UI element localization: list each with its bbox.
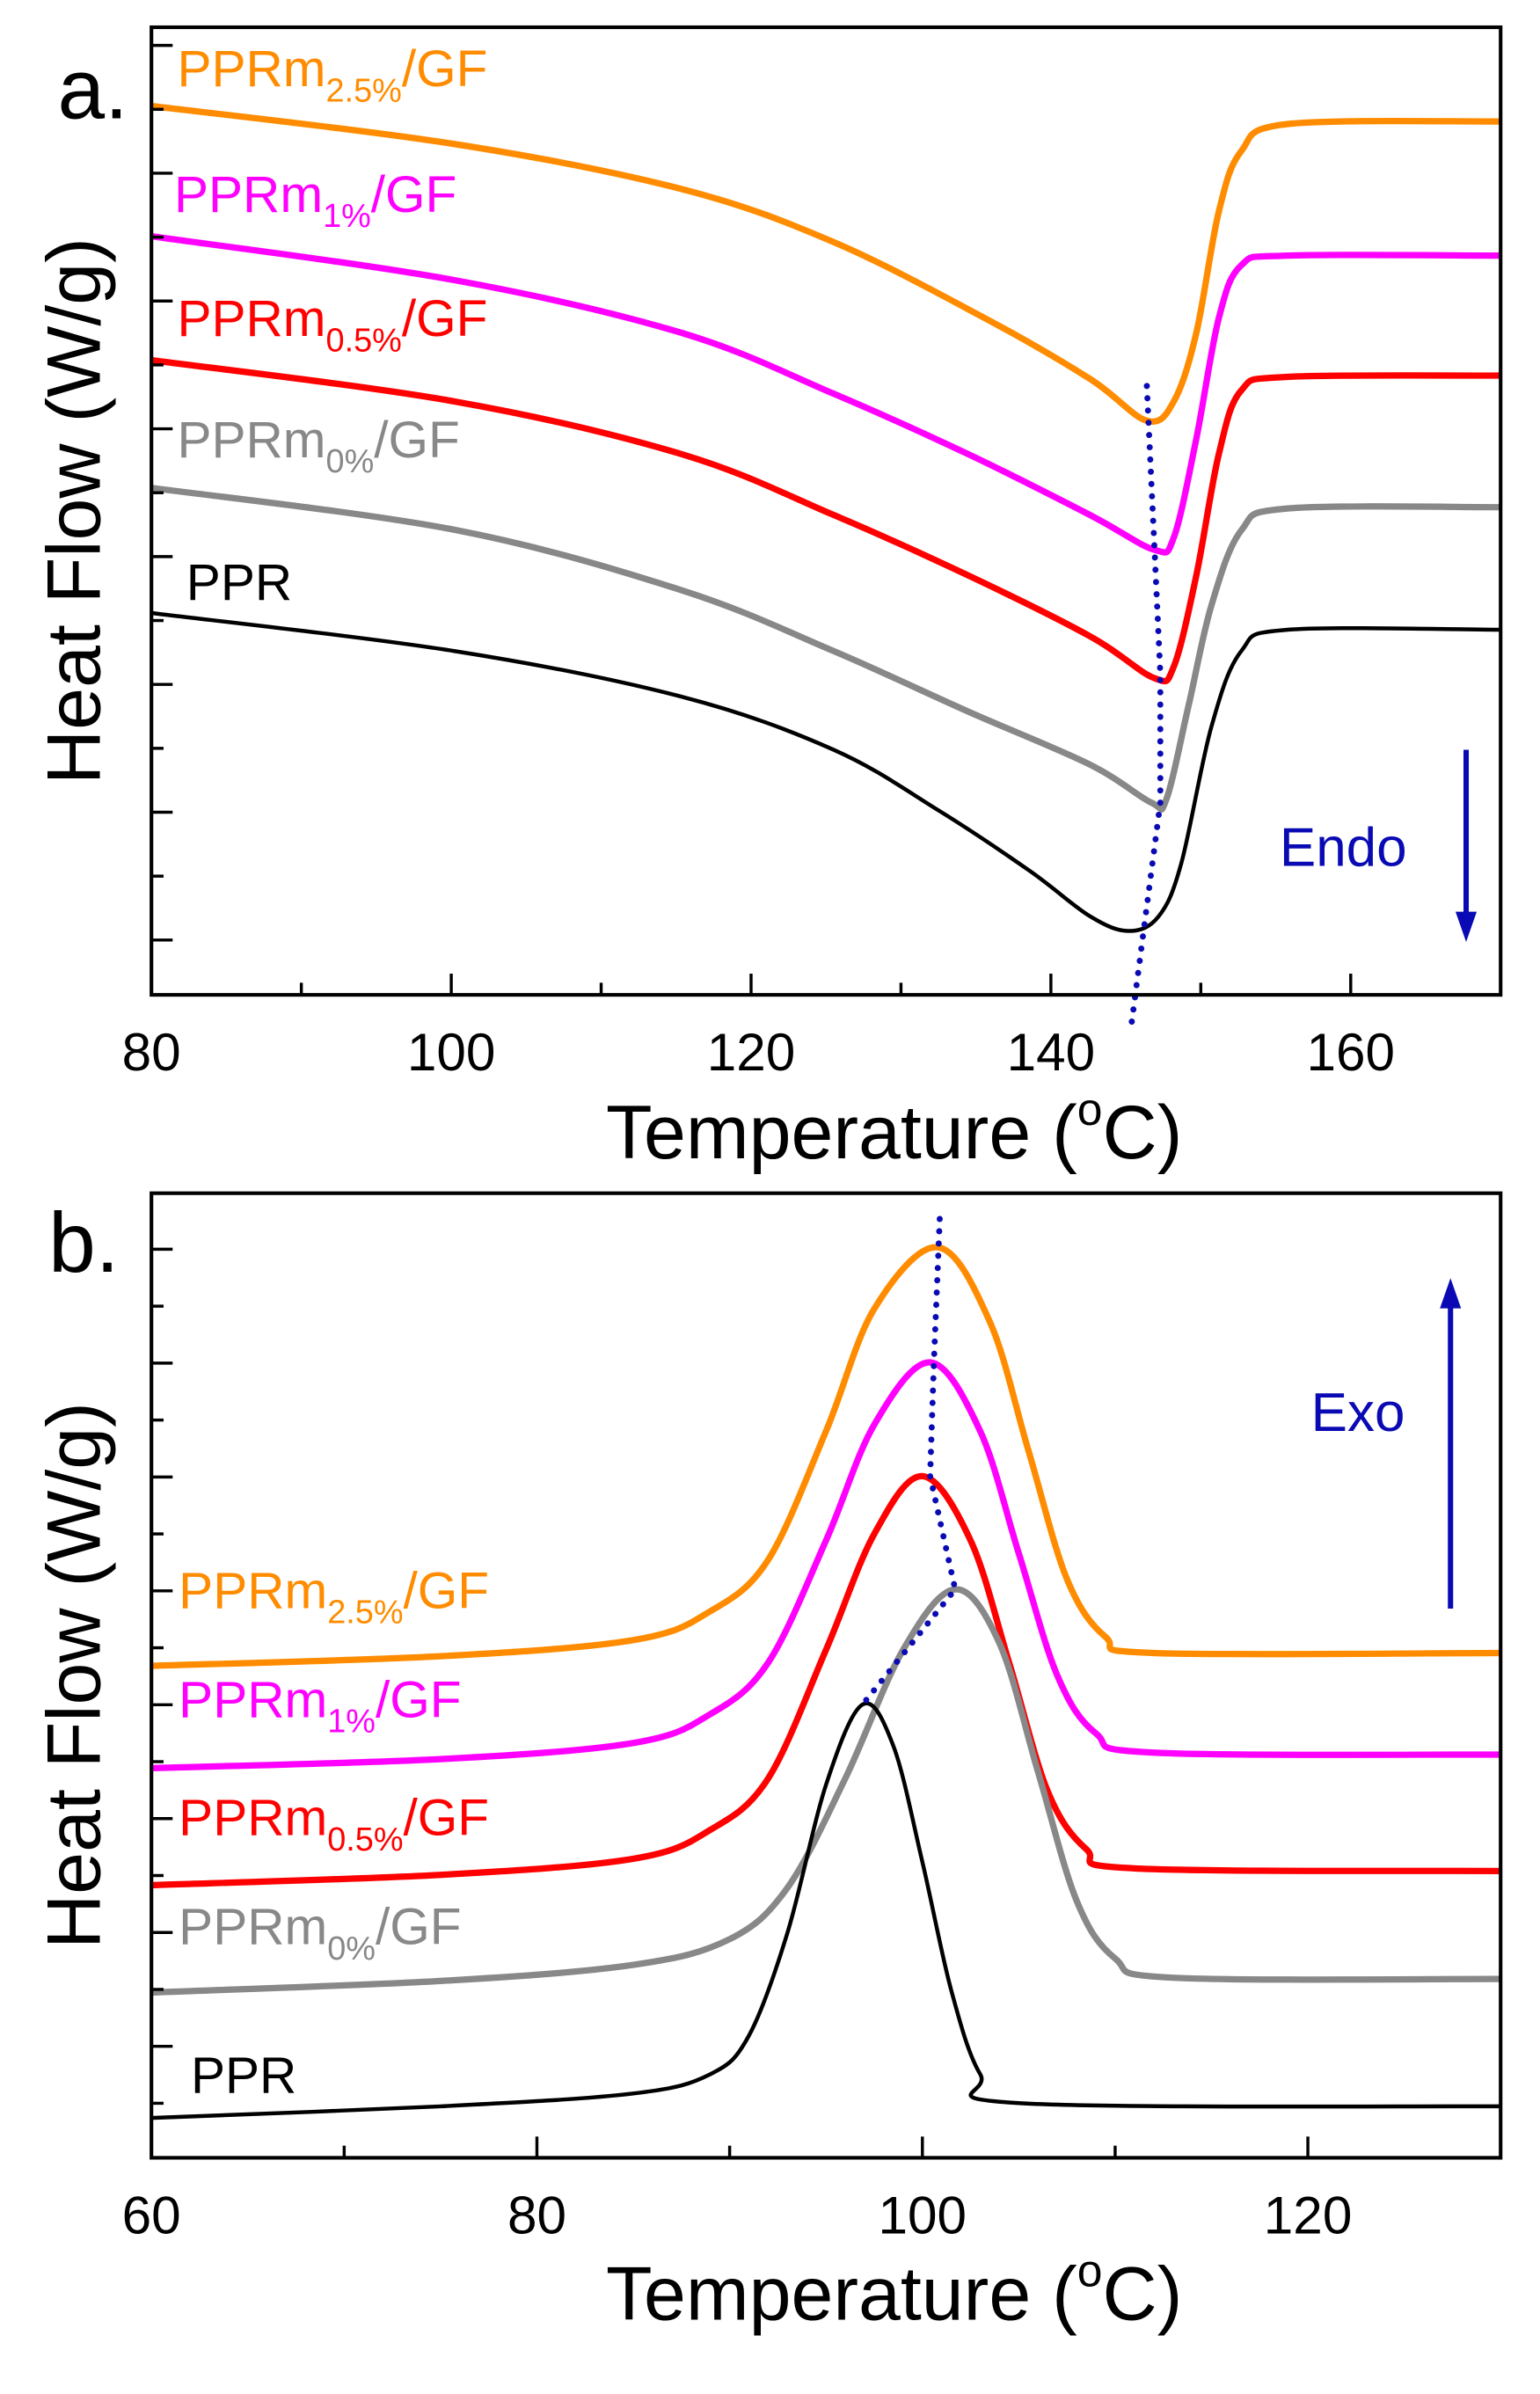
series-line (151, 233, 1501, 556)
series-label-base: PPRm (179, 1671, 327, 1728)
series-label-base: PPR (186, 554, 292, 611)
x-tick-label: 100 (407, 1022, 496, 1082)
series-label: PPRm0.5%/GF (179, 1790, 489, 1858)
series-line (151, 1359, 1501, 1771)
series-label-suffix: /GF (402, 290, 488, 347)
plot-frame (150, 25, 1503, 997)
series-label: PPR (186, 554, 292, 611)
series-label: PPRm2.5%/GF (179, 1562, 489, 1631)
x-axis-title: Temperature (oC) (606, 1084, 1182, 1175)
series-label: PPRm1%/GF (179, 1671, 461, 1740)
series-label: PPRm0%/GF (177, 412, 459, 480)
arrow-head-icon (1440, 1278, 1462, 1309)
x-tick-label: 80 (122, 1022, 181, 1082)
series-label-subscript: 0% (326, 443, 375, 480)
x-tick-label: 100 (879, 2186, 967, 2245)
series-label-base: PPRm (174, 166, 323, 223)
x-axis-title: Temperature (oC) (606, 2245, 1182, 2337)
series-label-suffix: /GF (374, 412, 460, 469)
series-label-suffix: /GF (404, 1562, 490, 1619)
series-label-suffix: /GF (376, 1671, 462, 1728)
x-tick-label: 60 (122, 2186, 181, 2245)
series-label-subscript: 1% (327, 1704, 376, 1741)
series-label-subscript: 1% (323, 198, 371, 235)
series-label-suffix: /GF (376, 1899, 462, 1956)
x-axis-title-unit: C) (1103, 1091, 1183, 1175)
x-axis-title-main: Temperature ( (606, 2252, 1077, 2337)
series-line (151, 1244, 1501, 1669)
x-tick-label: 120 (1264, 2186, 1353, 2245)
plot-frame (150, 1191, 1503, 2160)
peak-guide-dotted-line (1127, 383, 1164, 1036)
x-axis-title-unit: C) (1103, 2252, 1183, 2337)
series-label-subscript: 2.5% (326, 72, 402, 109)
x-tick-label: 120 (707, 1022, 796, 1082)
series-label-base: PPRm (177, 40, 325, 98)
series-label-subscript: 0.5% (327, 1821, 403, 1858)
series-label-base: PPR (191, 2047, 296, 2104)
series-label-base: PPRm (177, 412, 325, 469)
panel-letter: b. (48, 1196, 119, 1290)
chart-panel-a: PPRm2.5%/GFPPRm1%/GFPPRm0.5%/GFPPRm0%/GF… (33, 25, 1503, 1175)
series-label-base: PPRm (179, 1562, 327, 1619)
series-line (151, 356, 1501, 685)
series-line (151, 485, 1501, 813)
series-label: PPRm2.5%/GF (177, 40, 487, 109)
series-line (151, 610, 1501, 933)
series-line (151, 102, 1501, 425)
chart-panel-b: PPRm2.5%/GFPPRm1%/GFPPRm0.5%/GFPPRm0%/GF… (33, 1191, 1503, 2337)
x-axis-title-main: Temperature ( (606, 1091, 1077, 1175)
annotation-label: Exo (1311, 1383, 1405, 1443)
x-tick-label: 140 (1007, 1022, 1096, 1082)
degree-superscript: o (1077, 1084, 1103, 1135)
x-tick-label: 160 (1307, 1022, 1396, 1082)
y-axis-title: Heat Flow (W/g) (33, 1402, 117, 1949)
series-label-suffix: /GF (402, 40, 488, 98)
series-label-subscript: 0% (327, 1931, 376, 1967)
series-label-suffix: /GF (371, 166, 457, 223)
series-label-subscript: 2.5% (327, 1595, 403, 1631)
series-line (151, 1586, 1501, 1996)
panel-letter: a. (57, 42, 128, 136)
series-line (151, 1472, 1501, 1889)
y-axis-title: Heat Flow (W/g) (33, 237, 117, 785)
degree-superscript: o (1077, 2245, 1103, 2296)
series-label-base: PPRm (179, 1790, 327, 1847)
series-label: PPRm0.5%/GF (177, 290, 487, 359)
arrow-head-icon (1455, 911, 1478, 943)
series-label-base: PPRm (179, 1899, 327, 1956)
peak-guide-dotted-line (859, 1215, 959, 1708)
series-label-base: PPRm (177, 290, 325, 347)
series-label-suffix: /GF (404, 1790, 490, 1847)
series-label: PPRm0%/GF (179, 1899, 461, 1967)
series-label: PPR (191, 2047, 296, 2104)
x-tick-label: 80 (507, 2186, 566, 2245)
annotation-label: Endo (1280, 817, 1407, 878)
series-line (151, 1701, 1501, 2120)
series-label-subscript: 0.5% (326, 322, 402, 359)
series-label: PPRm1%/GF (174, 166, 456, 235)
